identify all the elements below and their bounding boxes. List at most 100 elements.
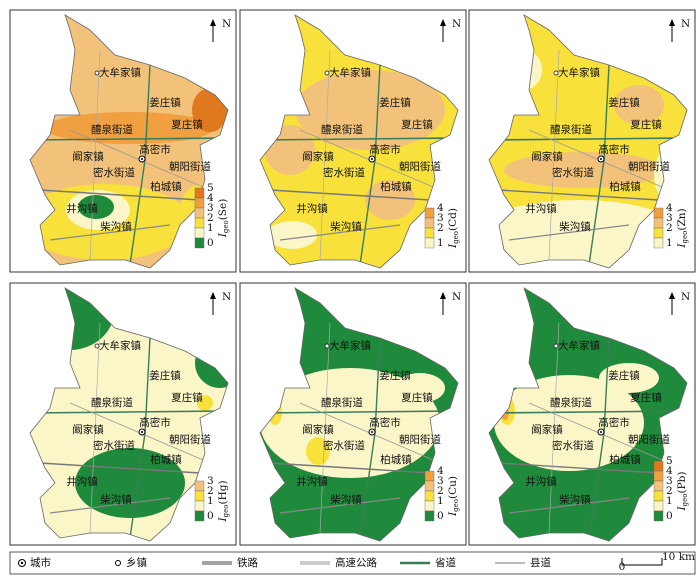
scale-swatch: [424, 470, 435, 482]
road: [260, 410, 456, 414]
scale-label: 0: [207, 237, 214, 249]
zone: [599, 363, 659, 393]
place-label: 井沟镇: [66, 202, 98, 215]
scale-label: 2: [437, 485, 444, 497]
scale-label: 1: [207, 495, 214, 507]
place-label: 醴泉街道: [550, 123, 592, 136]
road: [548, 49, 560, 261]
zone: [365, 180, 415, 220]
index-symbol: I: [676, 505, 688, 511]
place-label: 姜庄镇: [149, 369, 181, 382]
place-label: 朝阳街道: [399, 160, 441, 173]
north-arrow: [210, 292, 216, 299]
place-label: 柴沟镇: [100, 220, 132, 233]
road: [30, 410, 226, 414]
place-label: 井沟镇: [525, 475, 557, 488]
town-symbol: [94, 70, 100, 76]
place-label: 高密市: [598, 143, 630, 156]
place-label: 柴沟镇: [330, 493, 362, 506]
road: [30, 137, 226, 141]
place-label: 阚家镇: [531, 423, 563, 436]
scale-swatch: [653, 480, 664, 492]
scale-label: 0: [437, 510, 444, 522]
place-label: 大牟家镇: [99, 66, 141, 79]
place-label: 密水街道: [552, 439, 594, 452]
north-arrow: [669, 292, 675, 299]
place-label: 柏城镇: [380, 453, 412, 466]
city-symbol: [141, 431, 143, 433]
place-label: 朝阳街道: [169, 433, 211, 446]
place-label: 高密市: [598, 416, 630, 429]
place-label: 柏城镇: [150, 453, 182, 466]
scale-swatch: [653, 227, 664, 239]
scale-swatch: [194, 237, 205, 249]
scale-swatch: [653, 490, 664, 502]
legend-frame: [9, 551, 696, 575]
scale-swatch: [653, 460, 664, 472]
legend-label: 省道: [435, 556, 456, 569]
zone: [614, 85, 664, 125]
scale-label: 2: [437, 222, 444, 234]
road: [508, 224, 630, 241]
scale-label: 3: [207, 202, 214, 214]
road: [39, 189, 201, 201]
scale-swatch: [194, 197, 205, 209]
place-label: 醴泉街道: [321, 396, 363, 409]
place-label: 醴泉街道: [550, 396, 592, 409]
scale-label: 4: [207, 192, 214, 204]
zone: [197, 395, 213, 411]
north-label: N: [452, 291, 461, 303]
scale-swatch: [653, 207, 664, 219]
place-label: 姜庄镇: [608, 369, 640, 382]
index-subscript: geo: [452, 231, 460, 244]
scale-swatch: [194, 217, 205, 229]
city-symbol: [371, 431, 373, 433]
north-label: N: [681, 291, 690, 303]
city-symbol: [20, 561, 24, 565]
road: [89, 322, 101, 534]
scale-swatch: [653, 510, 664, 522]
zone: [504, 152, 664, 188]
place-label: 井沟镇: [525, 202, 557, 215]
scale-title: Igeo(Se): [217, 199, 230, 239]
zone: [78, 195, 114, 219]
town-symbol: [115, 560, 121, 566]
scale-bar-end: 10 km: [662, 551, 695, 563]
place-label: 高密市: [369, 416, 401, 429]
scale-label: 1: [666, 237, 673, 249]
north-arrow: [669, 19, 675, 26]
place-label: 大牟家镇: [558, 66, 600, 79]
place-label: 大牟家镇: [329, 339, 371, 352]
town-symbol: [553, 70, 559, 76]
scale-swatch: [424, 480, 435, 492]
road: [498, 462, 660, 474]
scale-swatch: [424, 510, 435, 522]
road: [279, 224, 401, 241]
element-label: (Se): [217, 199, 229, 221]
place-label: 朝阳街道: [399, 433, 441, 446]
index-subscript: geo: [681, 231, 689, 244]
place-label: 柏城镇: [609, 453, 641, 466]
index-subscript: geo: [222, 505, 230, 518]
place-label: 阚家镇: [72, 423, 104, 436]
place-label: 密水街道: [552, 166, 594, 179]
road: [319, 322, 331, 534]
place-label: 朝阳街道: [169, 160, 211, 173]
road: [548, 322, 560, 534]
place-label: 井沟镇: [66, 475, 98, 488]
place-label: 夏庄镇: [401, 391, 433, 404]
zone: [267, 221, 317, 249]
scale-label: 3: [666, 212, 673, 224]
scale-label: 3: [437, 212, 444, 224]
element-label: (Cd): [447, 208, 459, 231]
place-label: 大牟家镇: [329, 66, 371, 79]
road: [89, 49, 101, 261]
place-label: 阚家镇: [531, 150, 563, 163]
place-label: 醴泉街道: [91, 123, 133, 136]
index-symbol: I: [447, 511, 459, 517]
scale-swatch: [194, 227, 205, 239]
scale-label: 4: [666, 465, 673, 477]
scale-label: 1: [437, 495, 444, 507]
scale-title: Igeo(Zn): [676, 208, 689, 248]
